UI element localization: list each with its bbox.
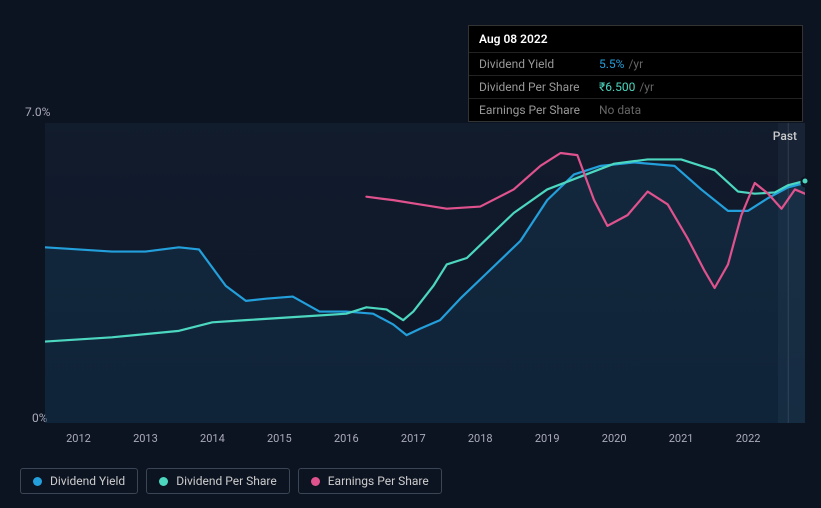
x-tick: 2013 — [133, 432, 158, 445]
tooltip-date: Aug 08 2022 — [469, 26, 802, 52]
x-tick: 2017 — [401, 432, 426, 445]
legend-item[interactable]: Dividend Yield — [20, 468, 138, 494]
tooltip-label: Earnings Per Share — [479, 103, 599, 117]
tooltip-label: Dividend Yield — [479, 57, 599, 71]
x-tick: 2016 — [334, 432, 359, 445]
tooltip-row: Dividend Yield5.5% /yr — [469, 52, 802, 75]
tooltip-rows: Dividend Yield5.5%/yrDividend Per Share₹… — [469, 52, 802, 121]
legend-label: Earnings Per Share — [328, 474, 429, 488]
chart-tooltip: Aug 08 2022 Dividend Yield5.5%/yrDividen… — [468, 25, 803, 122]
tooltip-value: 5.5% — [599, 57, 624, 71]
legend-dot — [33, 477, 42, 486]
chart-plot[interactable]: Past — [45, 123, 805, 423]
legend-label: Dividend Yield — [50, 474, 125, 488]
legend-item[interactable]: Dividend Per Share — [146, 468, 290, 494]
x-axis: 2012 2013 2014 2015 2016 2017 2018 2019 2020 2021… — [45, 432, 805, 450]
tooltip-label: Dividend Per Share — [479, 80, 599, 94]
tooltip-row: Dividend Per Share₹6.500/yr — [469, 75, 802, 98]
cursor-dot — [801, 176, 810, 185]
x-tick: 2014 — [200, 432, 225, 445]
x-tick: 2015 — [267, 432, 292, 445]
legend: Dividend Yield Dividend Per Share Earnings… — [20, 468, 442, 494]
x-tick: 2022 — [736, 432, 761, 445]
legend-item[interactable]: Earnings Per Share — [298, 468, 442, 494]
chart-container: 7.0% 0% Past 201220132014201520162017201… — [20, 105, 810, 460]
tooltip-value: ₹6.500 — [599, 80, 635, 94]
x-tick: 2021 — [669, 432, 694, 445]
legend-dot — [311, 477, 320, 486]
x-tick: 2019 — [535, 432, 560, 445]
x-tick: 2018 — [468, 432, 493, 445]
chart-svg — [45, 123, 805, 423]
tooltip-row: Earnings Per ShareNo data — [469, 98, 802, 121]
y-axis-max: 7.0% — [25, 105, 50, 119]
tooltip-suffix: /yr — [628, 57, 643, 71]
legend-dot — [159, 477, 168, 486]
x-tick: 2020 — [602, 432, 627, 445]
tooltip-value: No data — [599, 103, 641, 117]
tooltip-suffix: /yr — [639, 80, 654, 94]
legend-label: Dividend Per Share — [176, 474, 277, 488]
x-tick: 2012 — [66, 432, 91, 445]
